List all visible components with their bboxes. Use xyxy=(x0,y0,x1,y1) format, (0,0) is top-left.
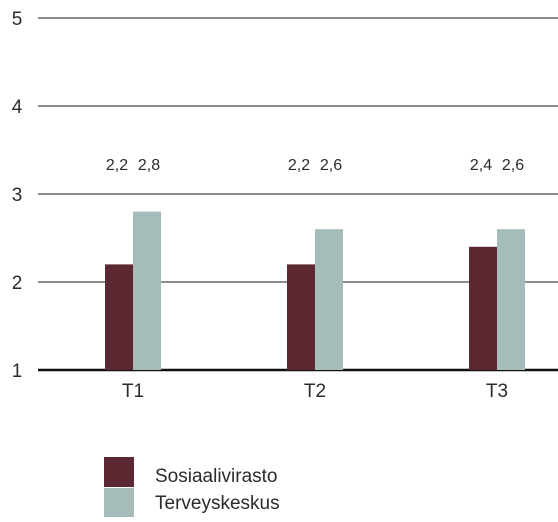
y-tick-label: 3 xyxy=(12,185,23,206)
y-axis-ticks: 1 2 3 4 5 xyxy=(12,9,23,382)
bar-terveyskeskus-t2 xyxy=(315,229,343,370)
bars xyxy=(105,211,525,370)
legend: Sosiaalivirasto Terveyskeskus xyxy=(104,457,280,518)
legend-swatch-sosiaalivirasto xyxy=(104,457,134,487)
data-label: 2,6 xyxy=(320,157,342,174)
bar-terveyskeskus-t1 xyxy=(133,211,161,370)
data-label: 2,2 xyxy=(288,157,310,174)
y-tick-label: 5 xyxy=(12,9,23,30)
data-label: 2,4 xyxy=(470,157,492,174)
legend-label-terveyskeskus: Terveyskeskus xyxy=(155,493,280,514)
x-tick-label: T1 xyxy=(122,381,144,402)
x-tick-label: T2 xyxy=(304,381,326,402)
legend-label-sosiaalivirasto: Sosiaalivirasto xyxy=(155,466,278,487)
bar-sosiaalivirasto-t1 xyxy=(105,264,133,370)
bar-sosiaalivirasto-t2 xyxy=(287,264,315,370)
y-tick-label: 2 xyxy=(12,273,23,294)
data-label: 2,8 xyxy=(138,157,160,174)
bar-terveyskeskus-t3 xyxy=(497,229,525,370)
y-tick-label: 1 xyxy=(12,361,23,382)
x-axis-ticks: T1 T2 T3 xyxy=(122,381,508,402)
data-label: 2,2 xyxy=(106,157,128,174)
legend-swatch-terveyskeskus xyxy=(104,488,134,518)
x-tick-label: T3 xyxy=(486,381,508,402)
y-tick-label: 4 xyxy=(12,97,23,118)
data-labels: 2,2 2,2 2,4 2,8 2,6 2,6 xyxy=(106,157,524,174)
bar-sosiaalivirasto-t3 xyxy=(469,246,497,370)
data-label: 2,6 xyxy=(502,157,524,174)
